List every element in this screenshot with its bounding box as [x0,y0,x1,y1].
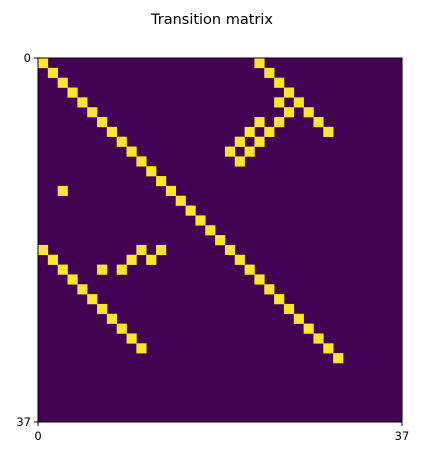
heatmap-cell [244,146,255,157]
heatmap-cell [156,176,167,187]
heatmap-cell [116,264,127,275]
heatmap-cell [97,303,108,315]
heatmap-cell [293,97,304,108]
chart-title: Transition matrix [150,12,273,28]
heatmap-cell [57,77,68,88]
heatmap-cell [264,126,275,137]
heatmap-cell [293,313,304,324]
heatmap-cell [244,126,255,137]
heatmap-cell [274,117,285,128]
heatmap-cell [283,87,295,98]
heatmap-cell [274,77,285,88]
heatmap-cell [126,146,137,157]
heatmap-cell [87,107,98,118]
heatmap-cell [116,323,127,334]
y-tick-label: 0 [24,51,31,65]
heatmap-cell [283,303,295,315]
heatmap-cell [185,205,196,216]
x-tick-label: 0 [34,429,41,443]
heatmap-cell [254,274,265,285]
heatmap-cell [264,284,275,295]
heatmap-cell [215,235,226,246]
heatmap-cell [254,58,265,69]
heatmap-cell [264,67,275,78]
heatmap-cell [146,254,157,265]
heatmap-cell [165,185,177,197]
heatmap-cell [175,195,186,206]
heatmap-cell [234,156,245,167]
heatmap-cells [38,58,344,364]
heatmap-cell [38,58,49,69]
heatmap-cell [97,117,108,128]
heatmap-cell [205,225,216,236]
heatmap-cell [333,353,344,364]
heatmap-cell [195,215,206,226]
heatmap-cell [234,136,245,147]
heatmap-cell [313,333,324,344]
heatmap-cell [57,264,68,275]
heatmap-cell [77,97,88,108]
heatmap-cell [146,166,157,177]
heatmap-cell [67,274,78,285]
heatmap-cell [67,87,78,98]
heatmap-cell [126,333,137,344]
heatmap-cell [323,343,334,354]
plot-frame [37,57,403,423]
heatmap-cell [97,264,108,275]
heatmap-cell [323,126,334,137]
heatmap-cell [77,284,88,295]
heatmap-cell [136,343,147,354]
heatmap-cell [106,126,117,137]
heatmap-cell [136,156,147,167]
x-tick-label: 37 [395,429,410,443]
heatmap-cell [87,294,98,305]
y-tick-label: 37 [16,415,31,429]
heatmap-cell [244,264,255,275]
heatmap-cell [47,67,58,78]
heatmap-cell [224,244,236,256]
heatmap-cell [274,294,285,305]
heatmap-cell [234,254,245,265]
heatmap-cell [313,117,324,128]
heatmap-cell [303,107,314,118]
heatmap-cell [156,244,167,256]
heatmap-cell [254,117,265,128]
heatmap-cell [116,136,127,147]
heatmap-cell [136,244,147,256]
heatmap-cell [254,136,265,147]
heatmap-cell [283,107,295,118]
heatmap-cell [57,185,68,197]
heatmap-cell [47,254,58,265]
heatmap-cell [126,254,137,265]
heatmap-cell [106,313,117,324]
heatmap-cell [303,323,314,334]
heatmap-cell [274,97,285,108]
heatmap-cell [38,244,49,256]
heatmap-cell [224,146,236,157]
